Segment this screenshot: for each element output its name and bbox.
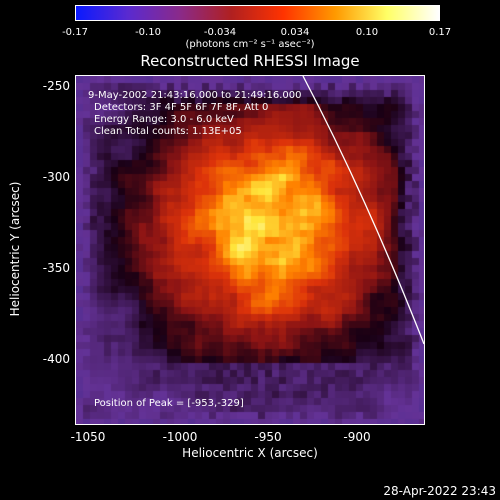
colorbar-tick: 0.034: [280, 27, 310, 38]
colorbar-tick: 0.10: [355, 27, 379, 38]
peak-position-text: Position of Peak = [-953,-329]: [94, 398, 244, 409]
limb-overlay: [302, 76, 424, 345]
x-tick: -1000: [162, 430, 198, 444]
x-axis-label: Heliocentric X (arcsec): [182, 446, 318, 460]
energy-range-text: Energy Range: 3.0 - 6.0 keV: [94, 114, 234, 125]
x-tick: -1050: [70, 430, 106, 444]
x-tick: -900: [343, 430, 371, 444]
time-range-text: 9-May-2002 21:43:16.000 to 21:49:16.000: [88, 90, 302, 101]
y-tick: -250: [42, 79, 70, 93]
detectors-text: Detectors: 3F 4F 5F 6F 7F 8F, Att 0: [94, 102, 269, 113]
heatmap-image: [76, 76, 424, 424]
timestamp: 28-Apr-2022 23:43: [383, 484, 496, 498]
solar-limb-line: [302, 76, 424, 345]
y-tick: -300: [42, 170, 70, 184]
colorbar: [75, 5, 440, 21]
x-tick: -950: [254, 430, 282, 444]
clean-counts-text: Clean Total counts: 1.13E+05: [94, 126, 242, 137]
y-tick: -350: [42, 261, 70, 275]
plot-title: Reconstructed RHESSI Image: [140, 52, 360, 70]
colorbar-units: (photons cm⁻² s⁻¹ asec⁻²): [185, 39, 315, 50]
image-plot: 9-May-2002 21:43:16.000 to 21:49:16.000 …: [75, 75, 425, 425]
colorbar-tick: -0.10: [135, 27, 161, 38]
y-tick: -400: [42, 352, 70, 366]
y-axis-label: Heliocentric Y (arcsec): [8, 181, 22, 317]
colorbar-tick: 0.17: [428, 27, 452, 38]
colorbar-tick: -0.034: [203, 27, 237, 38]
colorbar-tick: -0.17: [62, 27, 88, 38]
